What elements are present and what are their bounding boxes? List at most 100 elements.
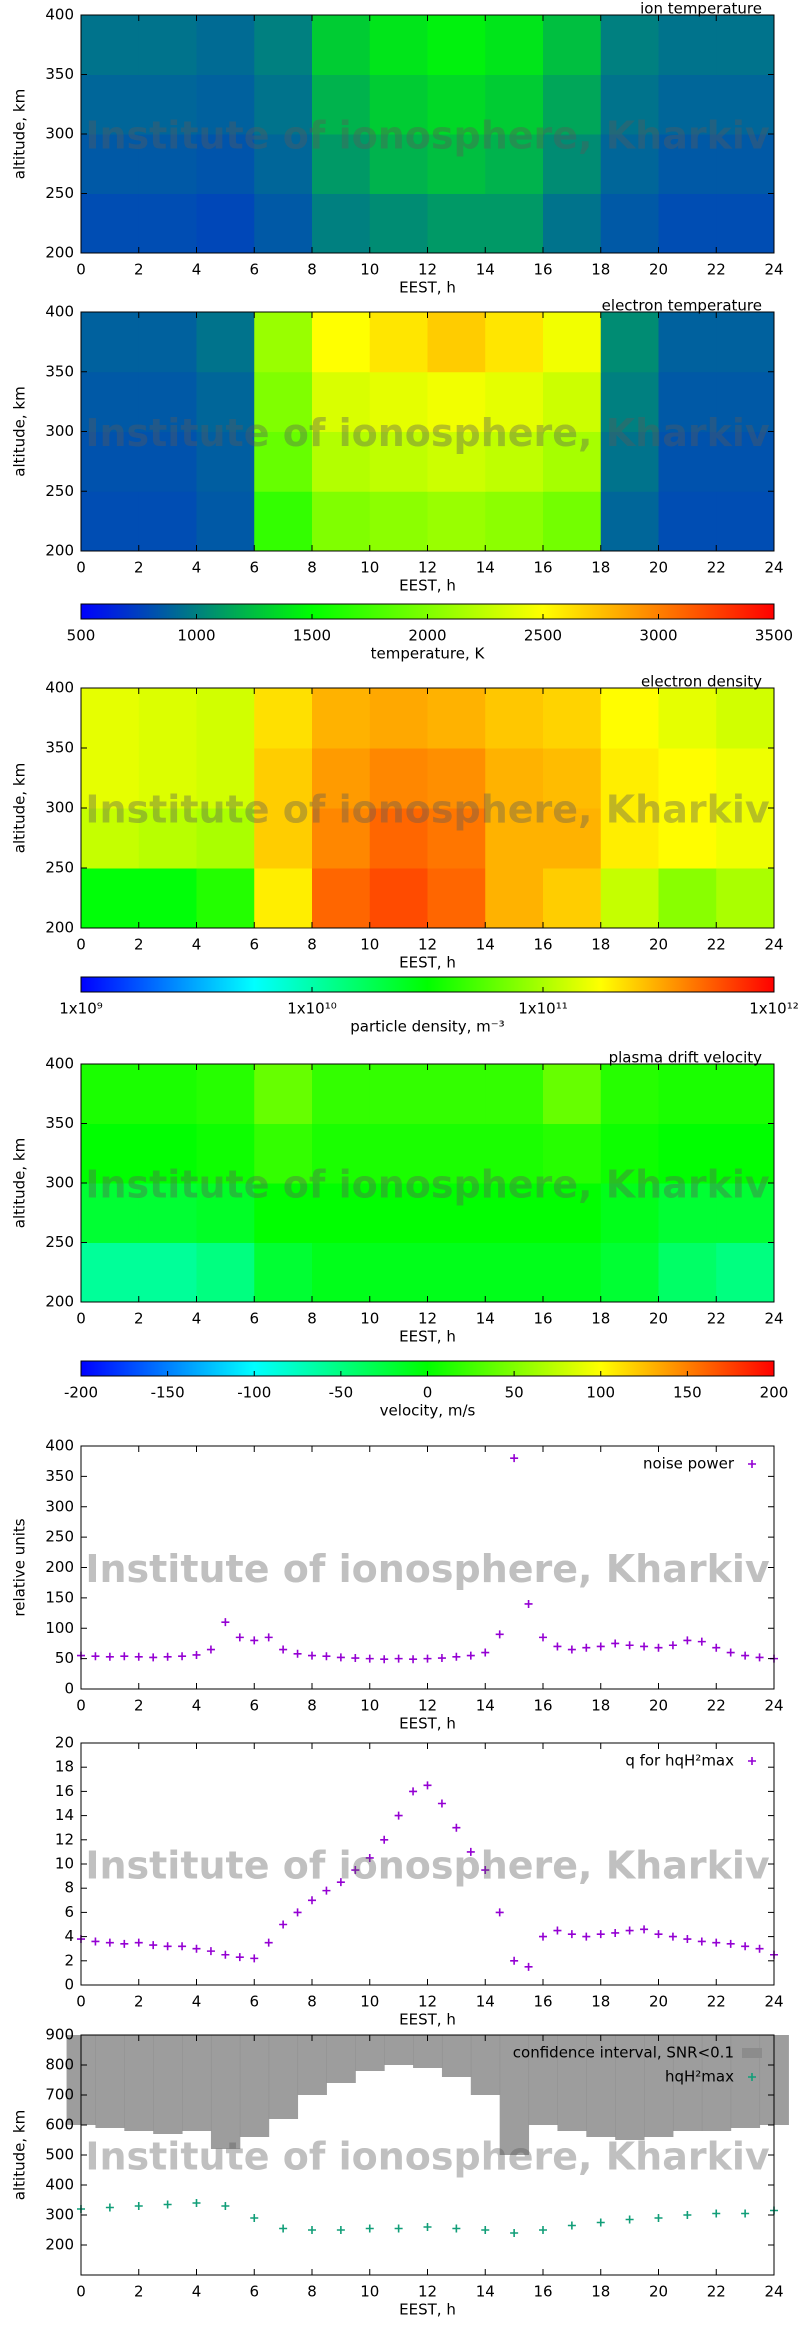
heat-cell [485, 371, 544, 432]
heat-cell [196, 1123, 255, 1184]
heat-cell [254, 15, 313, 75]
y-tick-label: 400 [45, 2176, 74, 2194]
point [582, 1932, 591, 1941]
x-axis-label: EEST, h [399, 2301, 456, 2319]
heat-cell [138, 868, 197, 929]
heat-cell [81, 15, 140, 75]
heat-cell [81, 1123, 140, 1184]
heat-cell [427, 1064, 486, 1124]
heat-cell [312, 868, 371, 929]
heat-cell [196, 491, 255, 552]
heat-cell [543, 688, 602, 749]
point [683, 2211, 692, 2219]
heat-cell [485, 808, 544, 869]
x-tick-label: 12 [418, 936, 437, 954]
heat-cell [600, 134, 659, 194]
heat-cell [543, 371, 602, 432]
point [553, 1642, 562, 1651]
y-axis-label: altitude, km [11, 763, 29, 853]
point [423, 1654, 432, 1663]
heat-cell [658, 1183, 717, 1243]
x-axis-label: EEST, h [399, 1715, 456, 1733]
y-tick-label: 6 [64, 1903, 74, 1921]
heat-cell [658, 312, 717, 373]
heat-cell [312, 1242, 371, 1303]
x-tick-label: 20 [649, 559, 668, 577]
heat-cell [369, 748, 428, 809]
point [134, 1938, 143, 1947]
y-tick-label: 350 [45, 65, 74, 83]
heat-cell [716, 1123, 775, 1184]
heat-cell [138, 15, 197, 75]
heat-cell [543, 1183, 602, 1243]
heat-cell [81, 431, 140, 492]
heat-cell [543, 193, 602, 254]
heat-cell [716, 1242, 775, 1303]
point [524, 1599, 533, 1608]
heat-cell [369, 371, 428, 432]
heat-cell [658, 491, 717, 552]
heat-cell [427, 1183, 486, 1243]
point [91, 1652, 100, 1661]
y-tick-label: 8 [64, 1879, 74, 1897]
colorbar-tick-label: 100 [586, 1384, 615, 1402]
heat-cell [658, 1064, 717, 1124]
x-tick-label: 22 [707, 559, 726, 577]
colorbar-tick-label: 1x10¹⁰ [287, 1000, 337, 1018]
x-tick-label: 6 [249, 1697, 259, 1715]
point [365, 1654, 374, 1663]
point [423, 2223, 432, 2231]
point [221, 1618, 230, 1627]
heat-cell [369, 193, 428, 254]
heat-cell [427, 1123, 486, 1184]
confidence-bar [384, 2035, 414, 2065]
x-tick-label: 0 [76, 1697, 86, 1715]
point [163, 1942, 172, 1951]
point [437, 1799, 446, 1808]
x-tick-label: 16 [533, 1993, 552, 2011]
point [640, 1925, 649, 1934]
chart-title: ion temperature [640, 0, 762, 18]
heat-cell [312, 312, 371, 373]
heat-cell [716, 1064, 775, 1124]
y-tick-label: 200 [45, 244, 74, 262]
y-tick-label: 250 [45, 859, 74, 877]
point [178, 1942, 187, 1951]
confidence-bar [297, 2035, 327, 2095]
heat-cell [485, 134, 544, 194]
heat-cell [254, 808, 313, 869]
x-tick-label: 18 [591, 261, 610, 279]
x-tick-label: 0 [76, 1310, 86, 1328]
legend-label: confidence interval, SNR<0.1 [513, 2044, 734, 2062]
point [712, 1938, 721, 1947]
y-tick-label: 0 [64, 1976, 74, 1994]
heat-cell [716, 491, 775, 552]
heat-cell [485, 1183, 544, 1243]
heat-cell [196, 371, 255, 432]
heat-cell [254, 312, 313, 373]
y-tick-label: 300 [45, 1497, 74, 1515]
point [697, 1937, 706, 1946]
heat-cell [138, 371, 197, 432]
heat-cell [369, 868, 428, 929]
heat-cell [196, 868, 255, 929]
x-tick-label: 0 [76, 936, 86, 954]
y-tick-label: 350 [45, 739, 74, 757]
heat-cell [138, 431, 197, 492]
heat-cell [658, 371, 717, 432]
heat-cell [427, 74, 486, 135]
watermark: Institute of ionosphere, Kharkiv [85, 411, 770, 455]
y-tick-label: 900 [45, 2026, 74, 2044]
heat-cell [196, 193, 255, 254]
heat-cell [427, 134, 486, 194]
heat-cell [543, 808, 602, 869]
heat-cell [600, 431, 659, 492]
x-tick-label: 12 [418, 1993, 437, 2011]
colorbar-label: particle density, m⁻³ [350, 1018, 504, 1036]
point [293, 1908, 302, 1917]
colorbar-tick-label: 1x10¹² [749, 1000, 799, 1018]
heat-cell [427, 15, 486, 75]
x-axis-label: EEST, h [399, 954, 456, 972]
heat-cell [312, 193, 371, 254]
